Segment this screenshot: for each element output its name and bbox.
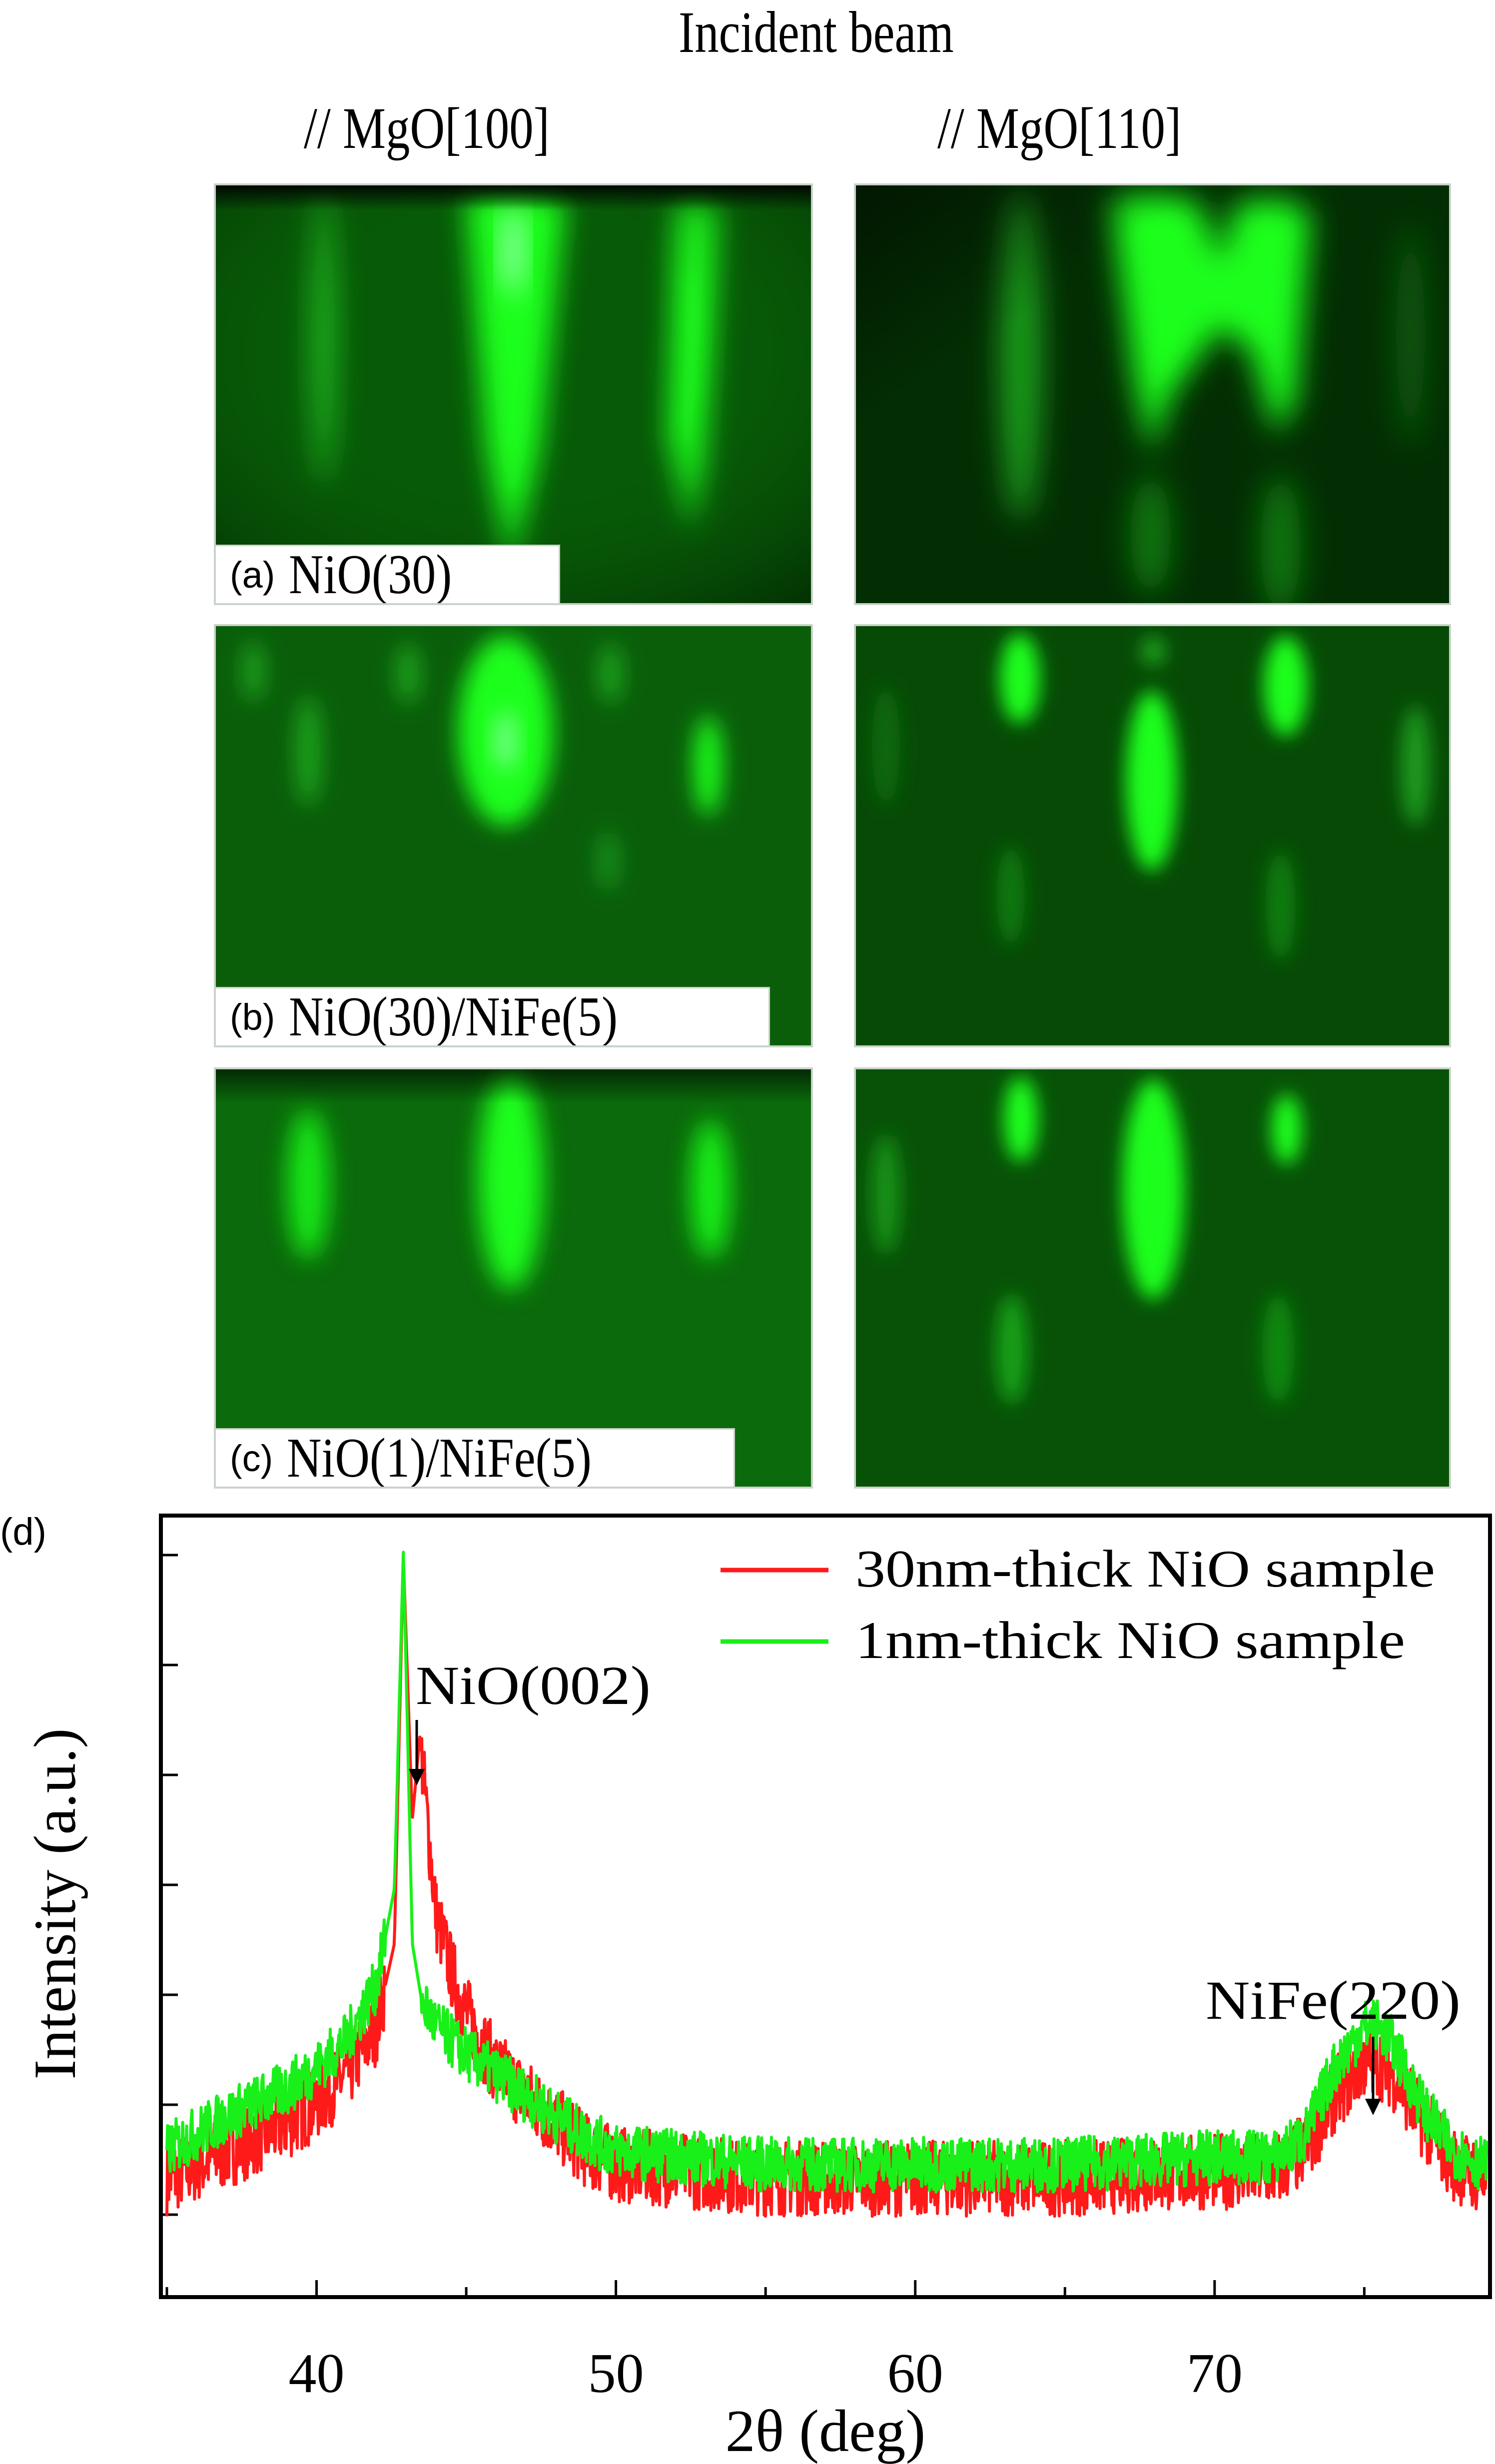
annotation-nife220: NiFe(220) [1206, 1970, 1461, 2115]
series-line-0 [165, 1558, 1489, 2218]
annotation-label-nio002: NiO(002) [416, 1655, 651, 1716]
incident-beam-title: Incident beam [679, 0, 954, 65]
rheed-panel-a-mgo100: (a) NiO(30) [216, 185, 811, 603]
panel-label-a: (a) NiO(30) [216, 546, 559, 603]
plot-frame [159, 1514, 1492, 2299]
arrow-down-icon [409, 1769, 425, 1785]
rheed-panel-c-mgo100: (c) NiO(1)/NiFe(5) [216, 1069, 811, 1487]
panel-sample-c: NiO(1)/NiFe(5) [287, 1427, 592, 1487]
panel-tag-b: (b) [230, 996, 275, 1038]
panel-tag-d: (d) [0, 1511, 46, 1553]
rheed-panel-b-mgo110 [856, 626, 1449, 1045]
annotation-nio002: NiO(002) [409, 1655, 651, 1785]
x-tick-label: 40 [289, 2343, 345, 2405]
rheed-panel-a-mgo110 [856, 185, 1449, 603]
rheed-pattern-b-110 [856, 626, 1449, 1045]
panel-sample-a: NiO(30) [289, 544, 452, 603]
x-axis-ticks: 40 50 60 70 [165, 2280, 1366, 2405]
rheed-pattern-c-100 [216, 1069, 811, 1487]
rheed-pattern-c-110 [856, 1069, 1449, 1487]
rheed-pattern-b-100 [216, 626, 811, 1045]
y-axis-label: Intensity (a.u.) [21, 1728, 88, 2079]
x-tick-label: 60 [887, 2343, 943, 2405]
x-tick-label: 50 [588, 2343, 644, 2405]
column-header-mgo100: // MgO[100] [304, 95, 550, 161]
panel-label-b: (b) NiO(30)/NiFe(5) [216, 988, 768, 1045]
legend: 30nm-thick NiO sample 1nm-thick NiO samp… [721, 1540, 1435, 1669]
plot-series [165, 1551, 1489, 2218]
series-line-1 [165, 1551, 1489, 2194]
panel-tag-c: (c) [230, 1437, 273, 1479]
panel-label-c: (c) NiO(1)/NiFe(5) [216, 1430, 734, 1487]
rheed-panel-c-mgo110 [856, 1069, 1449, 1487]
column-header-mgo110: // MgO[110] [937, 95, 1182, 161]
y-axis-ticks [161, 1554, 178, 2216]
rheed-pattern-a-100 [216, 185, 811, 603]
rheed-panel-b-mgo100: (b) NiO(30)/NiFe(5) [216, 626, 811, 1045]
arrow-down-icon [1365, 2099, 1381, 2115]
xrd-chart: 40 50 60 70 30nm-thick NiO sample 1nm-thick… [21, 1514, 1492, 2464]
x-axis-label: 2θ (deg) [726, 2398, 926, 2464]
rheed-pattern-a-110 [856, 185, 1449, 603]
x-tick-label: 70 [1187, 2343, 1243, 2405]
panel-sample-b: NiO(30)/NiFe(5) [289, 986, 618, 1045]
panel-tag-a: (a) [230, 554, 275, 596]
annotation-label-nife220: NiFe(220) [1206, 1970, 1461, 2031]
legend-label-1nm: 1nm-thick NiO sample [855, 1611, 1405, 1669]
legend-label-30nm: 30nm-thick NiO sample [855, 1540, 1435, 1598]
